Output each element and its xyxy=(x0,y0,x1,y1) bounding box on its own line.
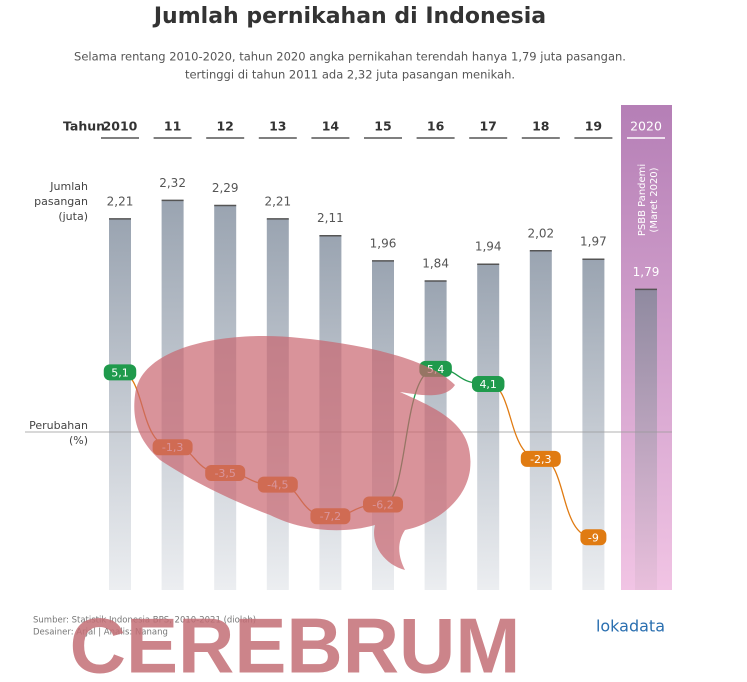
bar-value-label: 1,96 xyxy=(370,236,397,250)
bar-value-label: 1,94 xyxy=(475,240,502,254)
x-tick-label: 2020 xyxy=(630,119,662,134)
change-point xyxy=(471,376,505,393)
x-tick-label: 12 xyxy=(216,119,233,134)
x-tick-label: 18 xyxy=(532,119,549,134)
y-axis-label: Jumlah xyxy=(49,180,88,193)
category-header: Tahun xyxy=(63,119,105,134)
x-tick-label: 2010 xyxy=(103,119,138,134)
change-point xyxy=(520,450,561,467)
bar xyxy=(477,264,500,590)
bar-value-label: 1,79 xyxy=(633,265,660,279)
brand-logo: lokadata xyxy=(596,617,665,636)
bar-value-label: 2,02 xyxy=(527,226,554,240)
x-tick-label: 19 xyxy=(585,119,602,134)
change-value-label: -9 xyxy=(588,531,599,544)
bar xyxy=(635,289,657,590)
y2-axis-label: (%) xyxy=(69,434,88,447)
annotation: PSBB Pandemi xyxy=(637,164,648,236)
brain-shape xyxy=(134,335,471,570)
x-tick-label: 14 xyxy=(322,119,340,134)
subtitle: Selama rentang 2010-2020, tahun 2020 ang… xyxy=(74,50,626,64)
change-point xyxy=(103,364,137,381)
change-value-label: 4,1 xyxy=(479,378,497,391)
x-tick-label: 15 xyxy=(374,119,391,134)
bar xyxy=(529,250,552,590)
watermark-text: CEREBRUM xyxy=(70,602,521,682)
x-tick-label: 17 xyxy=(479,119,496,134)
bar-value-label: 1,84 xyxy=(422,257,449,271)
change-value-label: -2,3 xyxy=(530,453,551,466)
annotation: (Maret 2020) xyxy=(649,167,660,232)
bar xyxy=(582,259,605,590)
x-tick-label: 13 xyxy=(269,119,286,134)
change-value-label: 5,1 xyxy=(111,366,129,379)
bar xyxy=(109,218,131,590)
x-tick-label: 11 xyxy=(164,119,181,134)
source: Sumber: Statistik Indonesia BPS, 2010-20… xyxy=(33,616,256,626)
bar-value-label: 2,11 xyxy=(317,211,344,225)
y-axis-label: (juta) xyxy=(58,210,88,223)
bar-value-label: 1,97 xyxy=(580,235,607,249)
credit: Desainer: Arjal | Analis: Nanang xyxy=(33,628,168,638)
watermark-shape xyxy=(134,335,471,570)
y-axis-label: pasangan xyxy=(34,195,88,208)
y2-axis-label: Perubahan xyxy=(29,419,88,432)
chart-title: Jumlah pernikahan di Indonesia xyxy=(152,4,546,29)
change-point xyxy=(580,529,607,546)
x-tick-label: 16 xyxy=(427,119,445,134)
bar-value-label: 2,21 xyxy=(264,194,291,208)
bar-value-label: 2,32 xyxy=(159,176,186,190)
subtitle: tertinggi di tahun 2011 ada 2,32 juta pa… xyxy=(185,68,515,82)
bar-value-label: 2,21 xyxy=(107,194,134,208)
bar-value-label: 2,29 xyxy=(212,181,239,195)
